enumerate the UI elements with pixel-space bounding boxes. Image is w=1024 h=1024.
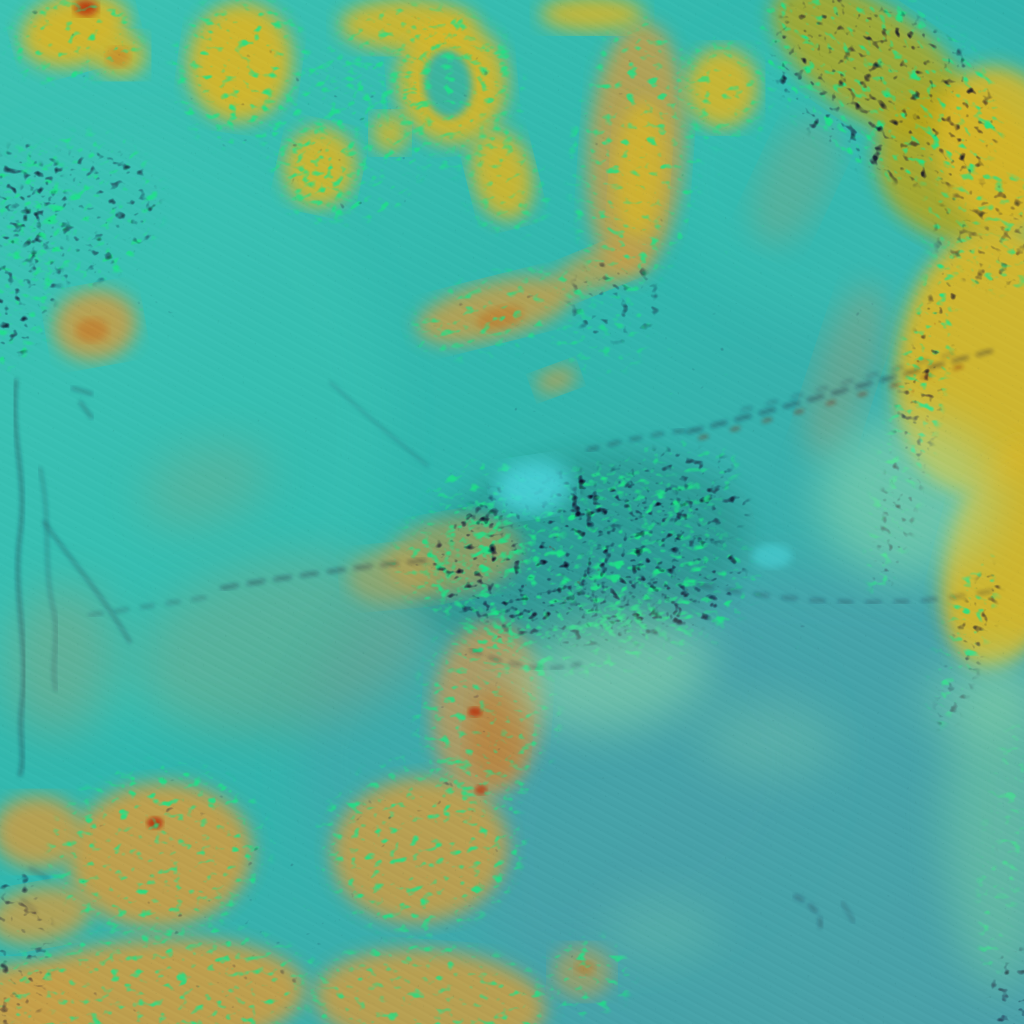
false-color-satellite-image bbox=[0, 0, 1024, 1024]
satellite-scene-svg bbox=[0, 0, 1024, 1024]
fine-light-grain-overlay bbox=[0, 0, 1024, 1024]
